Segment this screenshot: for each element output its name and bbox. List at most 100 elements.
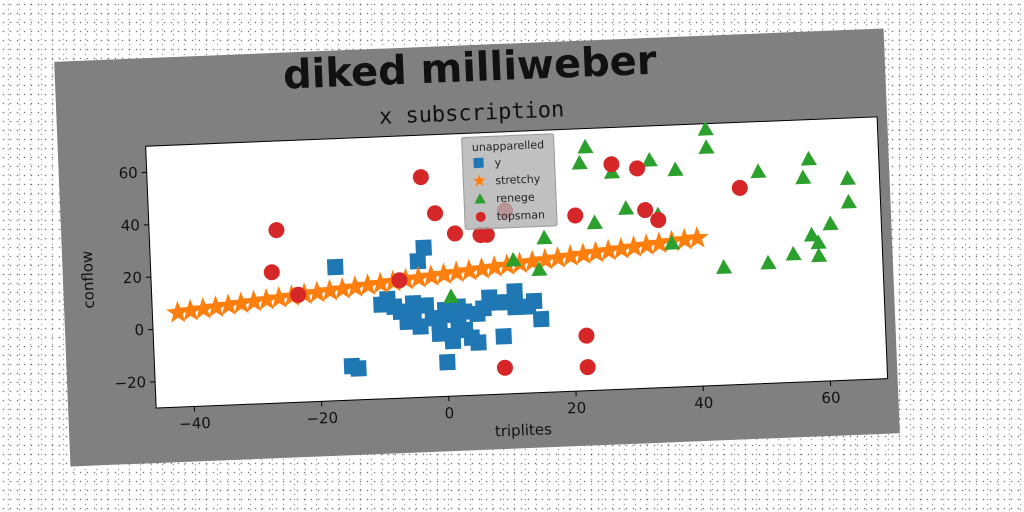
y-point <box>470 334 487 351</box>
x-tick-label: −40 <box>179 414 211 433</box>
renege-point <box>839 170 856 186</box>
topsman-point <box>567 207 584 224</box>
series-topsman <box>263 156 748 376</box>
renege-point <box>586 214 603 230</box>
legend-label: topsman <box>497 208 546 223</box>
topsman-point <box>268 222 285 239</box>
legend-label: stretchy <box>495 172 541 187</box>
renege-point <box>443 288 460 304</box>
series-y <box>326 239 550 377</box>
renege-point <box>800 150 817 166</box>
renege-point <box>571 154 588 170</box>
topsman-point <box>731 179 748 196</box>
stretchy-point <box>685 225 709 249</box>
topsman-point <box>263 264 280 281</box>
y-tick-label: −20 <box>114 373 146 392</box>
y-point <box>409 252 427 270</box>
stretchy-point <box>533 247 557 271</box>
figure-panel: diked milliweber x subscription −40 −20 0 2… <box>54 28 900 467</box>
y-point <box>495 328 512 345</box>
stretchy-point <box>419 264 443 287</box>
scatter-plot: −40 −20 0 20 40 60 −20 0 20 40 60 triplites conflo… <box>78 116 889 440</box>
stretchy-point <box>216 293 240 316</box>
renege-point <box>785 245 802 261</box>
y-point <box>456 303 473 321</box>
topsman-point <box>578 327 595 344</box>
stretchy-point <box>191 296 215 320</box>
renege-point <box>811 247 828 263</box>
renege-point <box>577 138 594 154</box>
stretchy-point <box>318 278 342 302</box>
renege-point <box>641 152 658 167</box>
y-point <box>468 305 486 323</box>
topsman-point <box>650 212 667 229</box>
renege-point <box>750 163 767 179</box>
renege-point <box>664 235 681 250</box>
stretchy-point <box>672 227 696 251</box>
y-point <box>415 239 432 257</box>
legend-label: y <box>494 156 502 169</box>
y-point <box>412 318 429 335</box>
y-point <box>487 294 505 311</box>
series-renege <box>443 120 857 304</box>
x-tick-label: 60 <box>821 389 841 408</box>
x-axis-label: triplites <box>495 420 553 440</box>
topsman-point <box>478 226 495 243</box>
y-axis-label: conflow <box>78 250 98 309</box>
renege-point <box>531 261 548 277</box>
stretchy-point <box>330 276 354 300</box>
stretchy-point <box>596 238 620 261</box>
topsman-point <box>579 359 596 376</box>
y-point <box>373 296 390 313</box>
legend-box <box>461 133 558 230</box>
legend-title: unapparelled <box>472 138 545 154</box>
y-point <box>506 298 524 316</box>
y-tick-label: 20 <box>122 268 142 287</box>
stretchy-point <box>254 287 278 311</box>
axis-ticks: −40 −20 0 20 40 60 −20 0 20 40 60 <box>114 164 841 433</box>
stretchy-point <box>432 262 456 285</box>
stretchy-point <box>229 291 253 314</box>
renege-point <box>795 169 812 185</box>
y-point <box>444 332 462 350</box>
renege-point <box>760 254 777 270</box>
stretchy-point <box>204 295 228 318</box>
renege-point <box>536 229 553 245</box>
y-point <box>350 360 367 377</box>
stretchy-point <box>343 275 367 298</box>
legend-marker <box>474 193 486 204</box>
stretchy-point <box>470 256 494 280</box>
stretchy-point <box>267 286 291 309</box>
stretchy-point <box>634 233 658 256</box>
y-point <box>326 258 344 276</box>
legend-marker <box>473 157 484 169</box>
renege-point <box>716 259 733 274</box>
topsman-point <box>391 272 408 289</box>
legend-marker <box>475 211 486 222</box>
topsman-point <box>637 202 654 219</box>
stretchy-point <box>482 255 506 278</box>
y-point <box>506 283 523 300</box>
y-point <box>404 294 422 312</box>
y-point <box>439 353 456 371</box>
x-tick-label: −20 <box>306 409 338 428</box>
topsman-point <box>629 160 646 177</box>
topsman-point <box>603 156 620 173</box>
renege-point <box>810 234 827 250</box>
topsman-point <box>496 359 513 376</box>
topsman-point <box>412 169 429 186</box>
renege-point <box>667 161 684 177</box>
legend-label: renege <box>496 191 535 206</box>
y-point <box>431 325 449 342</box>
renege-point <box>698 139 715 155</box>
renege-point <box>505 251 522 267</box>
x-tick-label: 0 <box>444 404 454 422</box>
legend: unapparelled y stretchy renege topsman <box>461 133 558 230</box>
series-stretchy <box>166 225 709 323</box>
stretchy-point <box>444 260 468 283</box>
stretchy-point <box>368 271 392 294</box>
y-tick-label: 40 <box>120 216 140 235</box>
stretchy-point <box>305 280 329 303</box>
renege-point <box>803 226 821 242</box>
renege-point <box>840 193 857 209</box>
